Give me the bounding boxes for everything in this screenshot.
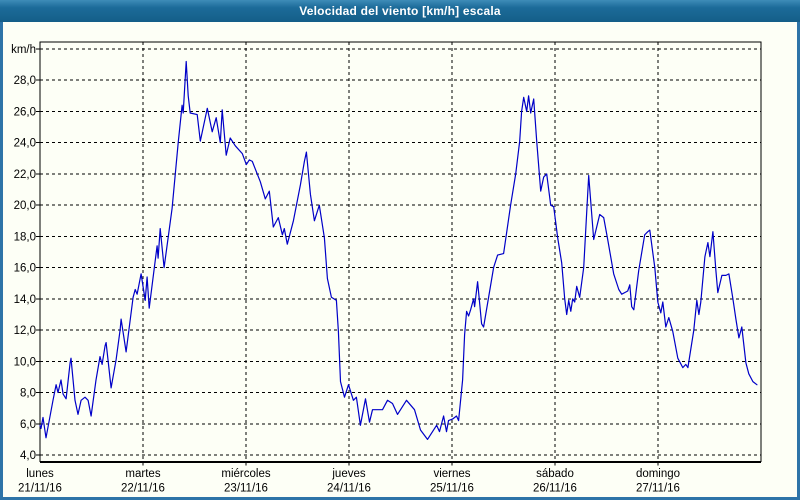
plot-frame [39,41,762,462]
y-axis-tick-label: 16,0 [14,263,36,275]
x-axis-date-label: 27/11/16 [636,483,680,495]
x-axis-day-label: martes [125,468,160,480]
y-axis-tick-label: 18,0 [14,231,36,243]
x-axis-date-label: 24/11/16 [327,483,371,495]
x-axis-day-label: sábado [536,468,574,480]
x-axis-day-label: domingo [636,468,680,480]
y-axis-tick-label: 12,0 [14,325,36,337]
y-axis-tick-label: 20,0 [14,200,36,212]
y-axis-tick-label: 8,0 [20,388,36,400]
chart-title: Velocidad del viento [km/h] escala [299,4,501,18]
x-axis-date-label: 22/11/16 [121,483,165,495]
y-axis-tick-label: 22,0 [14,169,36,181]
y-axis-tick-label: 10,0 [14,356,36,368]
x-axis-date-label: 23/11/16 [224,483,268,495]
chart-title-bar: Velocidad del viento [km/h] escala [0,0,800,22]
y-axis-tick-label: 28,0 [14,75,36,87]
wind-speed-series-line [39,60,758,440]
x-axis-day-label: miércoles [221,468,270,480]
x-axis-day-label: viernes [433,468,470,480]
y-axis-tick-label: 26,0 [14,106,36,118]
x-axis-date-label: 21/11/16 [18,483,62,495]
y-axis-unit-label: km/h [11,44,36,56]
x-axis-day-label: lunes [26,468,54,480]
x-axis-day-label: jueves [331,468,365,480]
chart-panel [3,22,797,497]
y-axis-tick-label: 4,0 [20,450,36,462]
x-axis-date-label: 26/11/16 [533,483,577,495]
x-axis-date-label: 25/11/16 [430,483,474,495]
y-axis-tick-label: 24,0 [14,138,36,150]
y-axis-tick-label: 14,0 [14,294,36,306]
y-axis-tick-label: 6,0 [20,419,36,431]
